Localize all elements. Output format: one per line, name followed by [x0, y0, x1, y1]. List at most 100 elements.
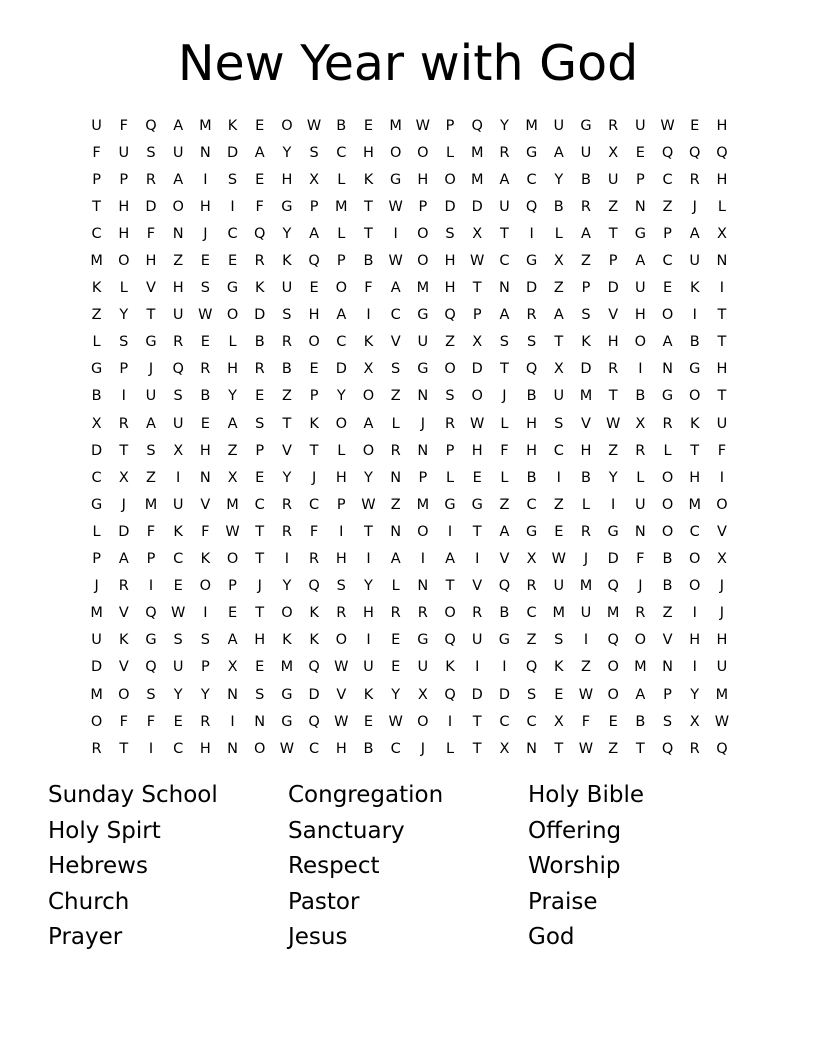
grid-letter: C	[309, 496, 320, 513]
grid-letter: D	[580, 361, 592, 378]
grid-letter: C	[91, 225, 102, 242]
grid-letter: T	[255, 605, 265, 622]
grid-letter: E	[173, 713, 183, 730]
grid-letter: P	[336, 496, 346, 513]
grid-letter: H	[444, 253, 456, 270]
grid-letter: E	[255, 469, 265, 486]
word-list-item: Jesus	[288, 924, 348, 951]
grid-letter: P	[200, 659, 210, 676]
grid-letter: K	[119, 632, 129, 649]
grid-letter: X	[227, 659, 238, 676]
grid-letter: T	[472, 740, 482, 757]
grid-letter: J	[719, 578, 725, 595]
grid-letter: P	[119, 171, 129, 188]
grid-letter: R	[635, 605, 646, 622]
grid-letter: A	[635, 686, 646, 703]
grid-letter: Q	[716, 144, 728, 161]
grid-letter: K	[227, 117, 238, 134]
grid-letter: I	[475, 659, 480, 676]
grid-letter: W	[361, 496, 376, 513]
grid-letter: V	[146, 280, 156, 297]
grid-letter: H	[199, 740, 211, 757]
grid-letter: A	[553, 307, 564, 324]
grid-letter: O	[335, 280, 347, 297]
grid-letter: N	[662, 659, 673, 676]
grid-letter: T	[472, 713, 482, 730]
grid-letter: D	[526, 280, 538, 297]
grid-letter: M	[90, 605, 103, 622]
grid-letter: W	[198, 307, 213, 324]
grid-letter: G	[525, 253, 538, 270]
grid-letter: E	[255, 171, 265, 188]
grid-letter: V	[608, 307, 619, 324]
grid-letter: H	[281, 171, 293, 188]
grid-letter: S	[119, 334, 129, 351]
grid-letter: W	[334, 713, 349, 730]
grid-letter: E	[227, 605, 238, 622]
grid-letter: X	[553, 253, 564, 270]
grid-letter: W	[388, 198, 403, 215]
grid-letter: V	[716, 523, 727, 540]
grid-letter: S	[227, 171, 238, 188]
grid-letter: B	[580, 469, 591, 486]
grid-letter: Q	[689, 144, 701, 161]
grid-letter: L	[391, 578, 400, 595]
grid-letter: C	[553, 442, 564, 459]
grid-letter: X	[635, 415, 646, 432]
grid-letter: S	[173, 388, 183, 405]
grid-letter: Z	[390, 388, 401, 405]
grid-letter: D	[91, 442, 103, 459]
grid-letter: G	[498, 632, 511, 649]
grid-letter: C	[662, 253, 673, 270]
grid-letter: U	[553, 117, 565, 134]
grid-letter: O	[281, 117, 293, 134]
grid-letter: K	[445, 659, 455, 676]
grid-letter: O	[607, 686, 619, 703]
grid-letter: L	[391, 415, 400, 432]
grid-letter: H	[716, 171, 728, 188]
grid-letter: J	[583, 551, 589, 568]
grid-letter: Z	[445, 334, 455, 351]
grid-letter: I	[176, 469, 181, 486]
grid-letter: K	[91, 280, 102, 297]
grid-letter: B	[689, 334, 700, 351]
grid-letter: H	[716, 117, 728, 134]
grid-letter: P	[336, 253, 346, 270]
grid-letter: U	[172, 415, 184, 432]
grid-letter: S	[200, 632, 210, 649]
grid-letter: Z	[662, 605, 673, 622]
grid-letter: T	[499, 361, 509, 378]
grid-letter: P	[119, 361, 129, 378]
grid-letter: J	[719, 605, 725, 622]
grid-letter: K	[363, 686, 374, 703]
grid-letter: G	[281, 198, 293, 215]
grid-letter: S	[445, 388, 455, 405]
grid-letter: W	[388, 713, 403, 730]
grid-letter: K	[363, 171, 374, 188]
grid-letter: U	[172, 659, 184, 676]
grid-letter: O	[661, 469, 674, 486]
grid-letter: I	[556, 469, 561, 486]
grid-letter: C	[336, 334, 347, 351]
grid-letter: U	[417, 334, 429, 351]
grid-letter: H	[363, 605, 374, 622]
grid-letter: E	[255, 659, 265, 676]
grid-letter: E	[309, 280, 319, 297]
grid-letter: B	[553, 198, 564, 215]
grid-letter: P	[92, 171, 101, 188]
grid-letter: W	[279, 740, 295, 757]
grid-letter: H	[634, 307, 646, 324]
grid-letter: Q	[308, 713, 320, 730]
grid-letter: H	[417, 171, 429, 188]
grid-letter: H	[118, 225, 130, 242]
grid-letter: U	[607, 171, 619, 188]
word-list-item: Praise	[528, 888, 598, 915]
grid-letter: O	[417, 225, 429, 242]
grid-letter: I	[203, 605, 208, 622]
grid-letter: H	[716, 361, 728, 378]
page-title: New Year with God	[177, 35, 639, 92]
grid-letter: P	[309, 388, 319, 405]
grid-letter: I	[583, 632, 589, 649]
grid-letter: P	[445, 442, 455, 459]
grid-letter: C	[309, 740, 320, 757]
